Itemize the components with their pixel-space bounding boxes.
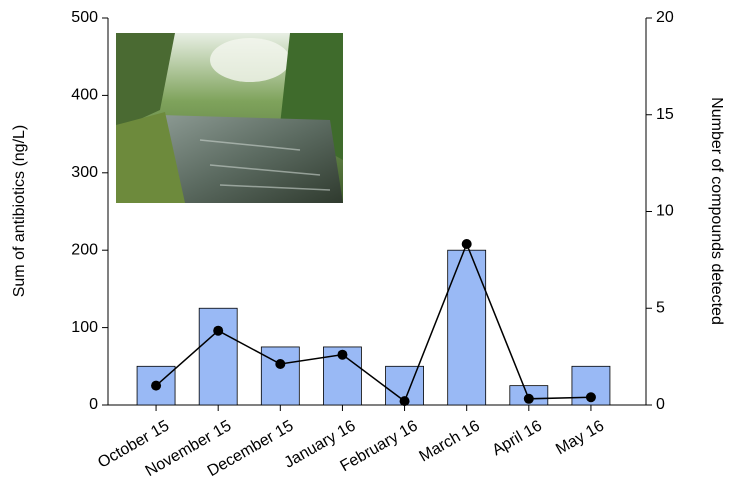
bar [199, 308, 237, 405]
y-tick-label: 200 [71, 241, 98, 258]
y-tick-label: 100 [71, 319, 98, 336]
bar [448, 250, 486, 405]
y2-tick-label: 5 [656, 299, 665, 316]
x-tick-label: May 16 [553, 417, 607, 458]
y-axis-title: Sum of antibiotics (ng/L) [11, 125, 28, 298]
y2-tick-label: 10 [656, 203, 674, 220]
point [213, 326, 223, 336]
y-tick-label: 500 [71, 9, 98, 26]
y-tick-label: 300 [71, 164, 98, 181]
page: {"chart_data": {"type": "bar", "categori… [0, 0, 730, 495]
photo-inset [116, 33, 343, 203]
y2-tick-label: 20 [656, 9, 674, 26]
y-tick-label: 400 [71, 87, 98, 104]
point [337, 350, 347, 360]
chart: Sum of antibiotics (ng/L) Number of comp… [0, 0, 730, 495]
y2-axis-title: Number of compounds detected [708, 97, 725, 325]
y2-tick-label: 0 [656, 396, 665, 413]
y-tick-label: 0 [89, 396, 98, 413]
y2-tick-label: 15 [656, 106, 674, 123]
x-tick-label: April 16 [489, 417, 545, 459]
x-tick-label: March 16 [417, 417, 483, 465]
point [275, 359, 285, 369]
point [524, 394, 534, 404]
point [400, 396, 410, 406]
point [586, 392, 596, 402]
point [462, 239, 472, 249]
point [151, 381, 161, 391]
bar [261, 347, 299, 405]
